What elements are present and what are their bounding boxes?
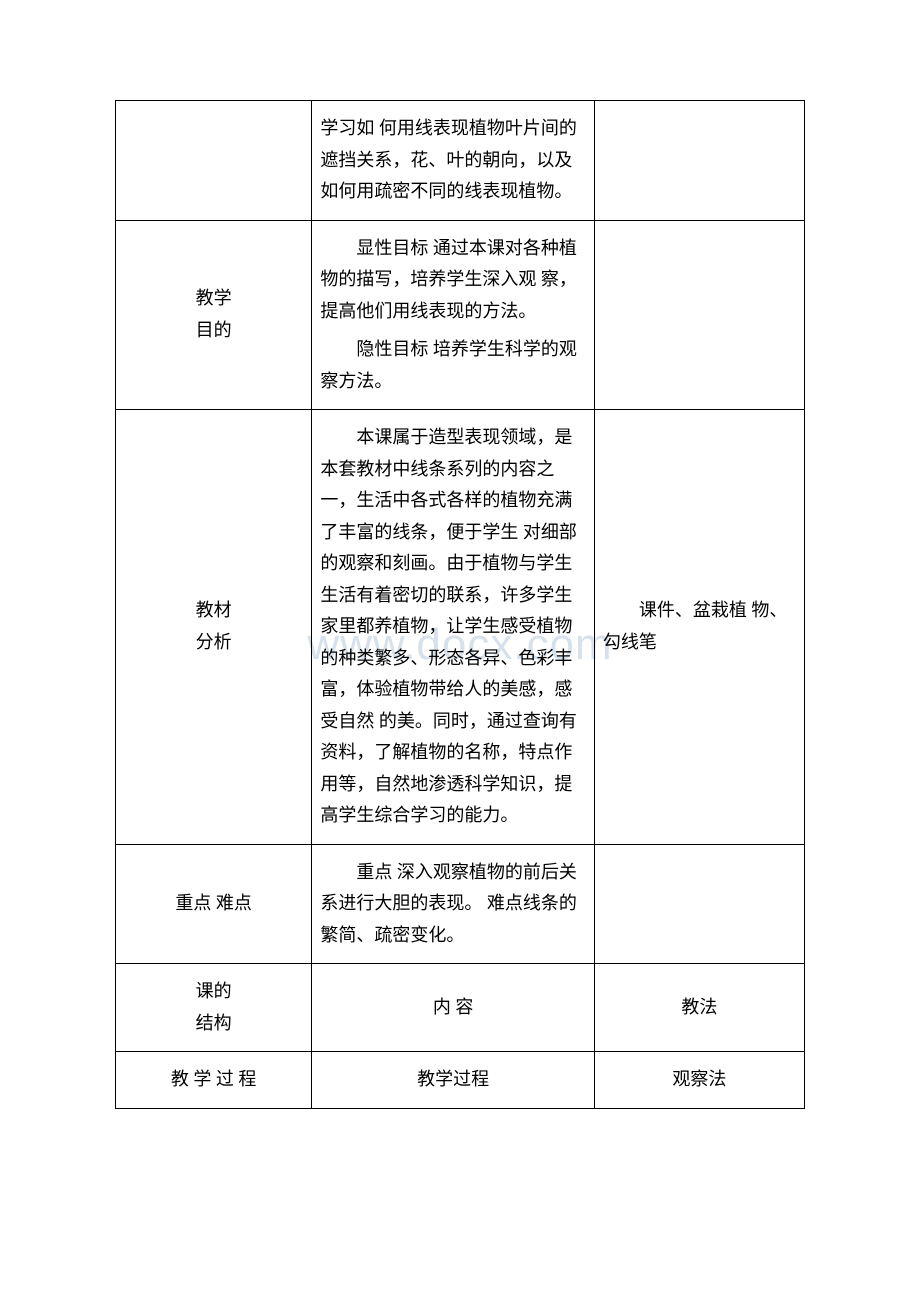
label-stack: 课的 结构: [124, 976, 303, 1039]
content-text: 内 容: [433, 997, 474, 1017]
cell-right: [594, 220, 804, 410]
content-text: 重点 深入观察植物的前后关系进行大胆的表现。 难点线条的繁简、疏密变化。: [320, 857, 585, 952]
label-line: 教材: [124, 595, 303, 627]
cell-left: 重点 难点: [116, 844, 312, 964]
cell-right: 教法: [594, 964, 804, 1052]
label-line: 结构: [124, 1008, 303, 1040]
label-text: 重点 难点: [175, 893, 252, 913]
cell-left: 教 学 过 程: [116, 1052, 312, 1109]
label-line: 分析: [124, 627, 303, 659]
content-text: 教法: [681, 997, 717, 1017]
cell-mid: 显性目标 通过本课对各种植物的描写，培养学生深入观 察，提高他们用线表现的方法。…: [312, 220, 594, 410]
table-row: 学习如 何用线表现植物叶片间的遮挡关系，花、叶的朝向，以及如何用疏密不同的线表现…: [116, 101, 805, 221]
cell-right: [594, 844, 804, 964]
label-text: 教 学 过 程: [171, 1069, 257, 1089]
content-text: 显性目标 通过本课对各种植物的描写，培养学生深入观 察，提高他们用线表现的方法。: [320, 233, 585, 328]
table-row: 课的 结构 内 容 教法: [116, 964, 805, 1052]
cell-left: 教学 目的: [116, 220, 312, 410]
label-stack: 教学 目的: [124, 283, 303, 346]
cell-left: 教材 分析: [116, 410, 312, 845]
content-text: 观察法: [672, 1069, 726, 1089]
label-stack: 教材 分析: [124, 595, 303, 658]
table-row: 教学 目的 显性目标 通过本课对各种植物的描写，培养学生深入观 察，提高他们用线…: [116, 220, 805, 410]
table-row: 重点 难点 重点 深入观察植物的前后关系进行大胆的表现。 难点线条的繁简、疏密变…: [116, 844, 805, 964]
cell-right: 课件、盆栽植 物、勾线笔: [594, 410, 804, 845]
lesson-plan-table: 学习如 何用线表现植物叶片间的遮挡关系，花、叶的朝向，以及如何用疏密不同的线表现…: [115, 100, 805, 1109]
label-line: 课的: [124, 976, 303, 1008]
cell-right: [594, 101, 804, 221]
content-text: 隐性目标 培养学生科学的观察方法。: [320, 334, 585, 397]
label-line: 目的: [124, 315, 303, 347]
cell-left: [116, 101, 312, 221]
cell-mid: 教学过程: [312, 1052, 594, 1109]
table-row: 教材 分析 本课属于造型表现领域，是本套教材中线条系列的内容之 一，生活中各式各…: [116, 410, 805, 845]
table-row: 教 学 过 程 教学过程 观察法: [116, 1052, 805, 1109]
content-text: 课件、盆栽植 物、勾线笔: [603, 595, 796, 658]
content-text: 本课属于造型表现领域，是本套教材中线条系列的内容之 一，生活中各式各样的植物充满…: [320, 422, 585, 832]
label-line: 教学: [124, 283, 303, 315]
cell-left: 课的 结构: [116, 964, 312, 1052]
cell-mid: 学习如 何用线表现植物叶片间的遮挡关系，花、叶的朝向，以及如何用疏密不同的线表现…: [312, 101, 594, 221]
cell-mid: 内 容: [312, 964, 594, 1052]
cell-mid: 重点 深入观察植物的前后关系进行大胆的表现。 难点线条的繁简、疏密变化。: [312, 844, 594, 964]
cell-right: 观察法: [594, 1052, 804, 1109]
content-text: 教学过程: [417, 1069, 489, 1089]
content-text: 学习如 何用线表现植物叶片间的遮挡关系，花、叶的朝向，以及如何用疏密不同的线表现…: [320, 113, 585, 208]
cell-mid: 本课属于造型表现领域，是本套教材中线条系列的内容之 一，生活中各式各样的植物充满…: [312, 410, 594, 845]
